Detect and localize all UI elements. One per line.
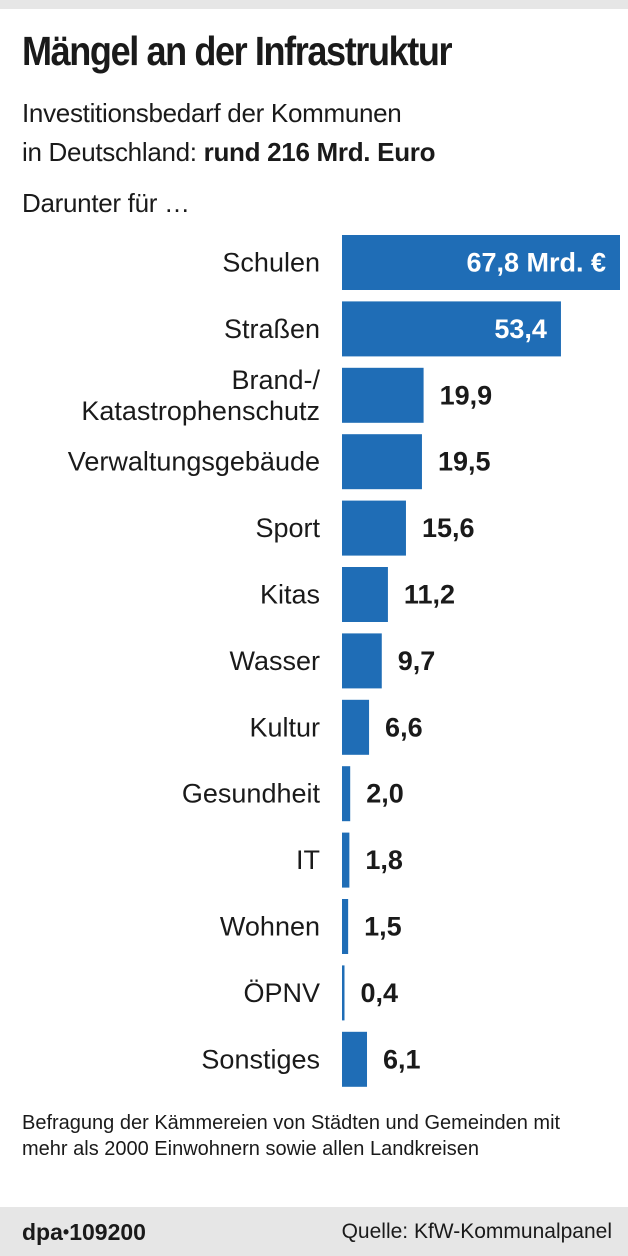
category-label-0: Schulen xyxy=(222,248,320,278)
category-label-6: Wasser xyxy=(229,646,320,676)
footnote: Befragung der Kämmereien von Städten und… xyxy=(22,1112,561,1160)
bar-7 xyxy=(342,699,370,755)
bar-11 xyxy=(342,965,345,1021)
bar-6 xyxy=(342,633,382,689)
value-label-10: 1,5 xyxy=(364,912,402,942)
value-label-0: 67,8 Mrd. € xyxy=(466,248,606,278)
value-label-5: 11,2 xyxy=(404,580,455,610)
footer-bar: dpa•109200 Quelle: KfW-Kommunalpanel xyxy=(0,1207,628,1256)
top-bar xyxy=(0,0,628,9)
category-label-9: IT xyxy=(296,845,320,875)
bar-5 xyxy=(342,567,388,622)
subtitle-total: rund 216 Mrd. Euro xyxy=(203,137,436,167)
value-label-2: 19,9 xyxy=(440,380,493,410)
bar-10 xyxy=(342,899,349,954)
category-label-2-1: Katastrophenschutz xyxy=(81,396,320,426)
value-label-12: 6,1 xyxy=(383,1044,421,1074)
category-label-12: Sonstiges xyxy=(201,1044,320,1074)
bar-1 xyxy=(342,301,561,357)
category-label-5: Kitas xyxy=(260,580,320,610)
bar-8 xyxy=(342,766,351,822)
logo-dot: • xyxy=(62,1222,70,1242)
category-label-7: Kultur xyxy=(249,712,320,742)
bar-12 xyxy=(342,1031,368,1087)
category-label-4: Sport xyxy=(255,513,320,543)
category-label-11: ÖPNV xyxy=(243,978,320,1008)
value-label-7: 6,6 xyxy=(385,712,423,742)
bar-0 xyxy=(342,235,620,290)
chart-title: Mängel an der Infrastruktur xyxy=(22,28,453,74)
category-label-2-0: Brand-/ xyxy=(231,365,320,395)
category-label-8: Gesundheit xyxy=(182,779,321,809)
source-credit: Quelle: KfW-Kommunalpanel xyxy=(341,1220,612,1243)
subtitle-prefix: in Deutschland: xyxy=(22,137,204,167)
bar-chart: Schulen 67,8 Mrd. € Straßen 53,4 Brand-/Kata… xyxy=(68,235,620,1087)
bar-9 xyxy=(342,832,350,888)
subtitle-line-3: Darunter für … xyxy=(22,188,190,218)
value-label-1: 53,4 xyxy=(494,314,547,344)
dpa-logo: dpa•109200 xyxy=(22,1219,146,1246)
logo-number: 109200 xyxy=(69,1219,146,1245)
value-label-4: 15,6 xyxy=(422,513,475,543)
bar-3 xyxy=(342,434,422,490)
subtitle-line-2: in Deutschland: rund 216 Mrd. Euro xyxy=(22,137,435,168)
value-label-8: 2,0 xyxy=(366,779,404,809)
logo-text: dpa xyxy=(22,1219,63,1245)
value-label-6: 9,7 xyxy=(398,646,436,676)
category-label-3: Verwaltungsgebäude xyxy=(68,447,320,477)
subtitle-line-1: Investitionsbedarf der Kommunen xyxy=(22,98,402,128)
value-label-11: 0,4 xyxy=(361,978,399,1008)
category-label-10: Wohnen xyxy=(220,912,320,942)
value-label-3: 19,5 xyxy=(438,447,491,477)
bar-2 xyxy=(342,367,424,423)
category-label-1: Straßen xyxy=(224,314,320,344)
bar-4 xyxy=(342,500,406,556)
value-label-9: 1,8 xyxy=(365,845,403,875)
